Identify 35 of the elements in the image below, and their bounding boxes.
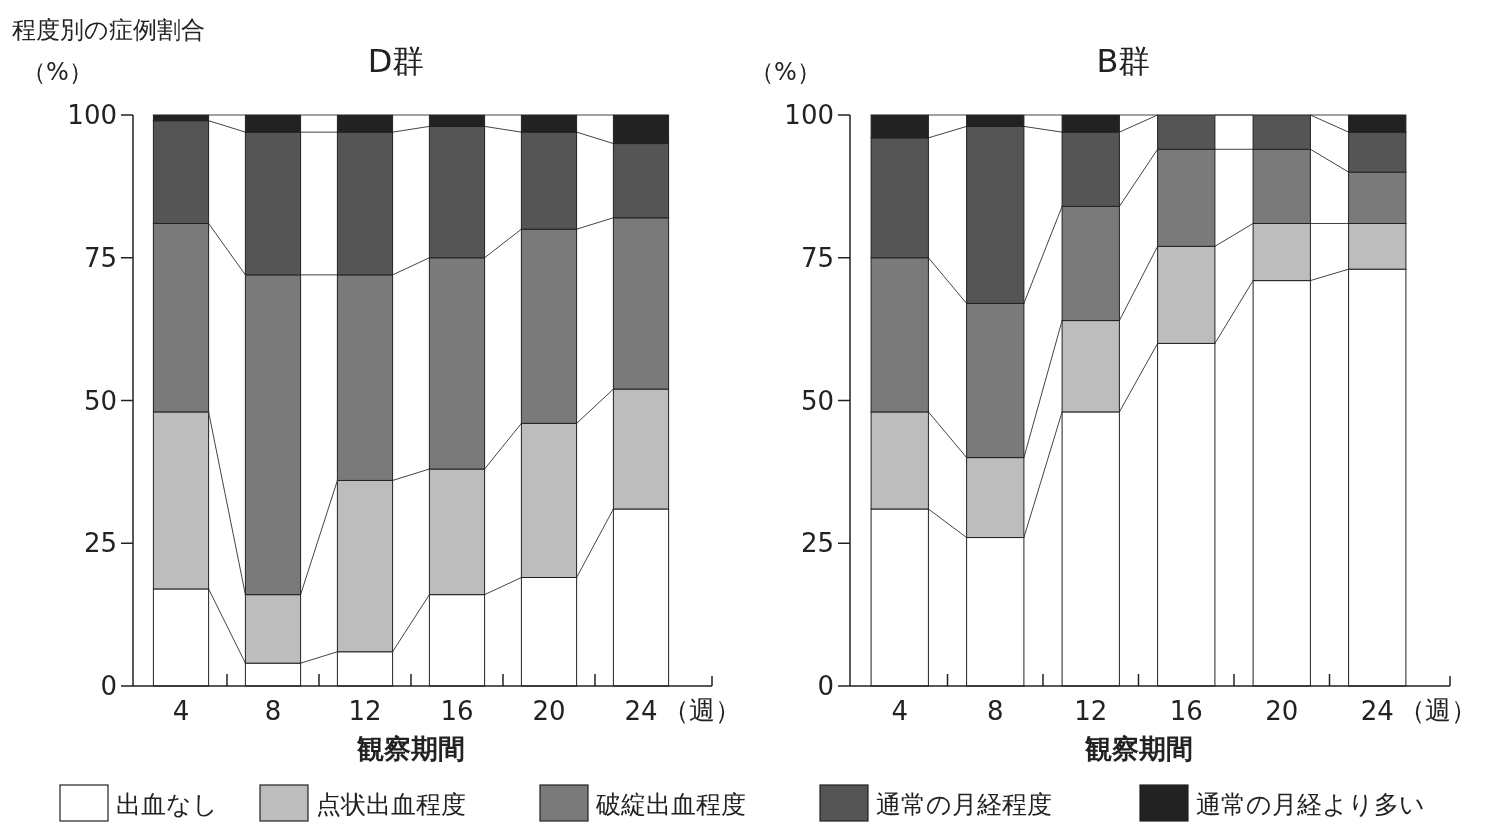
y-axis-title: 程度別の症例割合（%）	[12, 16, 205, 86]
y-tick-label: 0	[817, 671, 834, 701]
x-tick-label: 20	[532, 696, 566, 726]
y-tick-label: 25	[83, 528, 117, 559]
x-axis-title: 観察期間	[1083, 733, 1193, 764]
x-tick-label: 4	[891, 696, 909, 726]
legend-label: 出血なし	[116, 790, 218, 819]
y-tick-label: 50	[800, 385, 834, 416]
chart-title: D群	[367, 42, 425, 80]
y-tick-label: 75	[83, 242, 117, 273]
x-tick-label: 16	[440, 696, 474, 726]
chart-title: B群	[1096, 42, 1151, 80]
x-tick-label: 8	[986, 696, 1004, 726]
x-tick-label: 12	[348, 696, 382, 726]
legend-label: 通常の月経より多い	[1196, 790, 1425, 819]
x-tick-label: 24	[624, 696, 658, 726]
y-tick-label: 25	[800, 528, 834, 559]
y-tick-label: 50	[83, 385, 117, 416]
x-tick-label: 16	[1169, 696, 1203, 726]
x-tick-label: 12	[1074, 696, 1108, 726]
text: （週）	[663, 695, 741, 725]
legend-label: 破綻出血程度	[595, 790, 746, 819]
x-tick-label: 24	[1360, 696, 1394, 726]
y-tick-label: 75	[800, 242, 834, 273]
y-tick-label: 100	[784, 100, 834, 130]
x-axis-title: 観察期間	[356, 733, 465, 764]
y-tick-label: 0	[100, 671, 117, 701]
legend-label: 通常の月経程度	[876, 790, 1052, 819]
y-tick-label: 100	[67, 100, 117, 130]
text: （週）	[1399, 695, 1478, 725]
x-tick-label: 8	[264, 696, 282, 726]
y-axis-title: （%）	[750, 58, 821, 86]
legend-label: 点状出血程度	[316, 790, 466, 819]
x-tick-label: 20	[1265, 696, 1299, 726]
x-tick-label: 4	[172, 696, 190, 726]
